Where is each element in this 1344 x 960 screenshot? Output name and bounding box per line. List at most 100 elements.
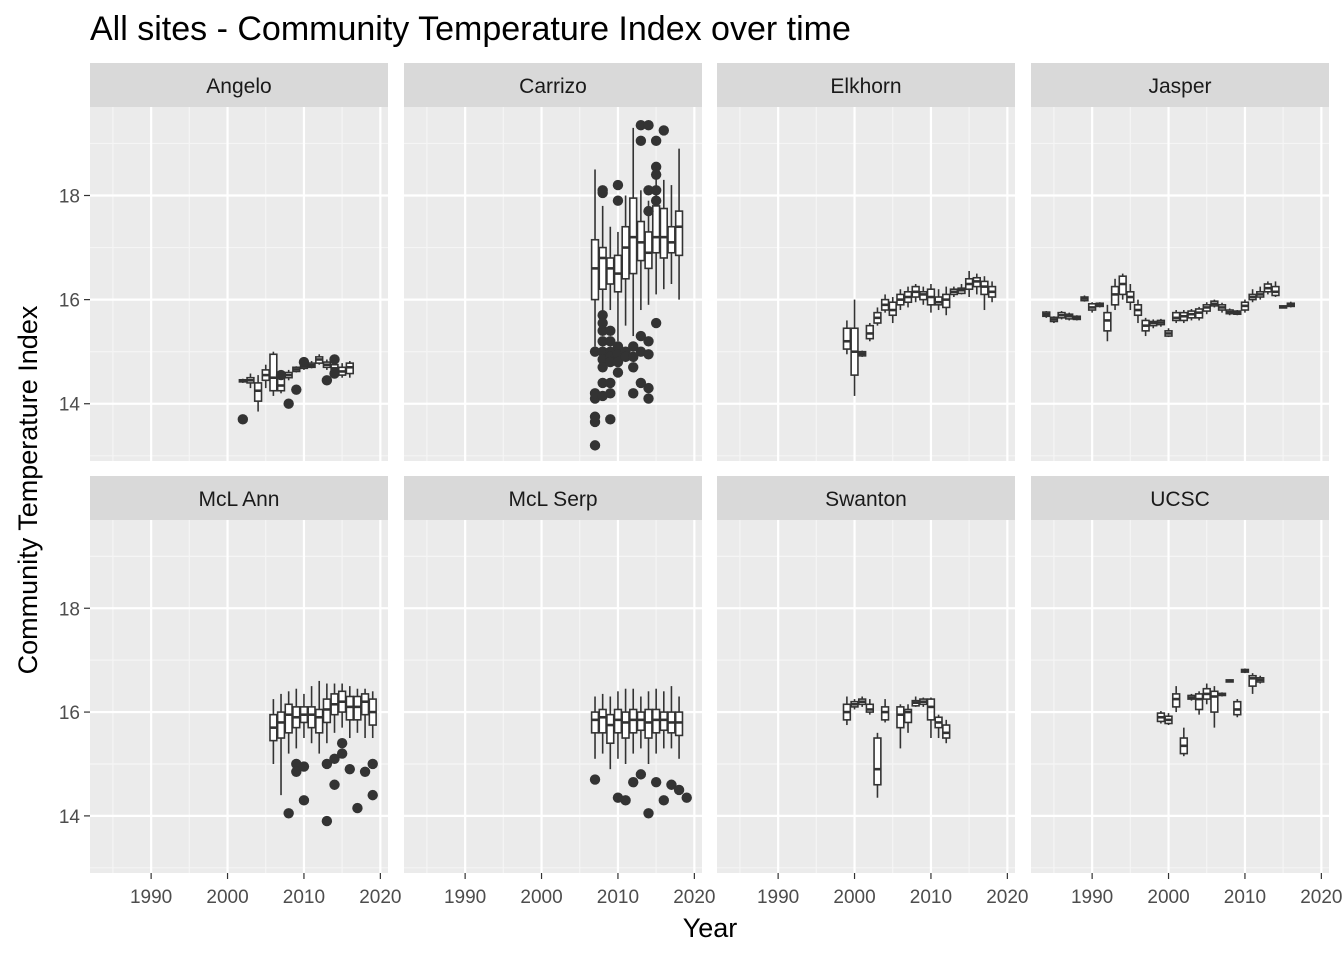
boxplot-box <box>1256 286 1265 300</box>
boxplot-box <box>1133 299 1143 324</box>
outlier-point <box>643 120 654 131</box>
boxplot-box <box>276 693 286 796</box>
facet-strip <box>717 63 1015 107</box>
boxplot-box <box>1240 299 1250 313</box>
interquartile-box <box>269 353 278 392</box>
boxplot-box <box>299 693 309 739</box>
boxplot-box <box>911 284 920 303</box>
boxplot-box <box>674 696 684 759</box>
boxplot-box <box>1256 675 1265 684</box>
boxplot-box <box>315 680 324 754</box>
boxplot-box <box>1164 713 1173 726</box>
boxplot-box <box>345 686 354 739</box>
boxplot-box <box>246 373 255 389</box>
outlier-point <box>612 195 624 206</box>
boxplot-box <box>621 688 630 764</box>
boxplot-box <box>659 179 668 290</box>
outlier-point <box>643 205 654 217</box>
boxplot-box <box>651 688 661 754</box>
y-tick-label: 14 <box>59 807 81 828</box>
facet-strip <box>1031 63 1329 107</box>
interquartile-box <box>644 231 653 270</box>
boxplot-box <box>1057 311 1066 320</box>
outlier-point <box>681 792 692 803</box>
facet-panel-ucsc: UCSC 1990 2000 2010 2020 <box>1031 476 1342 908</box>
boxplot-box <box>1194 306 1204 321</box>
outlier-point <box>321 815 333 827</box>
outlier-point <box>589 774 601 785</box>
outlier-point <box>612 367 624 378</box>
x-tick-label: 2010 <box>597 887 639 908</box>
boxplot-box <box>1217 692 1227 697</box>
boxplot-box <box>865 323 875 342</box>
boxplot-box <box>942 286 951 316</box>
outlier-point <box>283 808 294 819</box>
outlier-point <box>605 336 616 347</box>
facet-strip-label: Swanton <box>825 488 907 511</box>
boxplot-box <box>919 286 928 305</box>
boxplot-box <box>1263 281 1273 295</box>
boxplot-box <box>667 185 676 284</box>
interquartile-box <box>873 737 882 786</box>
boxplot-box <box>865 699 875 715</box>
boxplot-box <box>888 297 897 324</box>
outlier-point <box>635 377 647 389</box>
interquartile-box <box>934 296 943 306</box>
boxplot-box <box>857 350 867 357</box>
boxplot-box <box>1042 311 1051 318</box>
boxplot-box <box>880 294 890 313</box>
boxplot-box <box>1233 699 1242 718</box>
boxplot-box <box>636 190 646 311</box>
outlier-point <box>367 758 378 770</box>
boxplot-box <box>964 270 974 298</box>
facet-panels: Angelo 14 16 18 Carrizo Elkhorn Jasper McL Ann 1… <box>59 63 1342 908</box>
interquartile-box <box>651 205 661 254</box>
interquartile-box <box>942 293 951 309</box>
outlier-point <box>643 349 654 360</box>
boxplot-box <box>261 364 270 389</box>
boxplot-box <box>1065 312 1074 321</box>
boxplot-box <box>1126 284 1135 311</box>
boxplot-box <box>1156 711 1166 724</box>
boxplot-box <box>911 696 920 707</box>
boxplot-box <box>238 378 248 383</box>
boxplot-box <box>598 205 607 326</box>
panel-background <box>404 520 702 873</box>
outlier-point <box>597 336 608 347</box>
outlier-point <box>597 325 608 337</box>
outlier-point <box>643 382 654 394</box>
boxplot-box <box>1248 289 1257 303</box>
x-tick-label: 2010 <box>1224 887 1266 908</box>
boxplot-box <box>926 697 936 739</box>
boxplot-box <box>629 688 638 754</box>
interquartile-box <box>1118 275 1127 296</box>
boxplot-box <box>1225 308 1234 316</box>
boxplot-box <box>606 226 615 311</box>
outlier-point <box>605 325 616 337</box>
boxplot-box <box>1278 305 1288 309</box>
outlier-point <box>612 341 624 352</box>
outlier-point <box>283 398 294 409</box>
boxplot-box <box>307 361 316 369</box>
y-tick-label: 14 <box>59 395 81 416</box>
outlier-point <box>635 330 647 342</box>
boxplot-box <box>896 704 905 749</box>
boxplot-box <box>1202 302 1211 315</box>
facet-strip-label: UCSC <box>1150 488 1210 511</box>
boxplot-box <box>590 169 600 347</box>
interquartile-box <box>606 713 615 745</box>
boxplot-box <box>934 714 943 739</box>
x-axis-title: Year <box>683 913 738 943</box>
outlier-point <box>650 169 662 180</box>
boxplot-box <box>598 693 607 754</box>
outlier-point <box>643 808 654 819</box>
boxplot-box <box>1080 295 1089 302</box>
boxplot-box <box>345 361 354 378</box>
panel-background <box>1031 107 1329 461</box>
interquartile-box <box>590 711 600 734</box>
boxplot-box <box>636 696 646 749</box>
boxplot-box <box>1248 673 1257 694</box>
outlier-point <box>336 748 348 759</box>
boxplot-box <box>842 320 852 355</box>
boxplot-box <box>1210 686 1219 728</box>
